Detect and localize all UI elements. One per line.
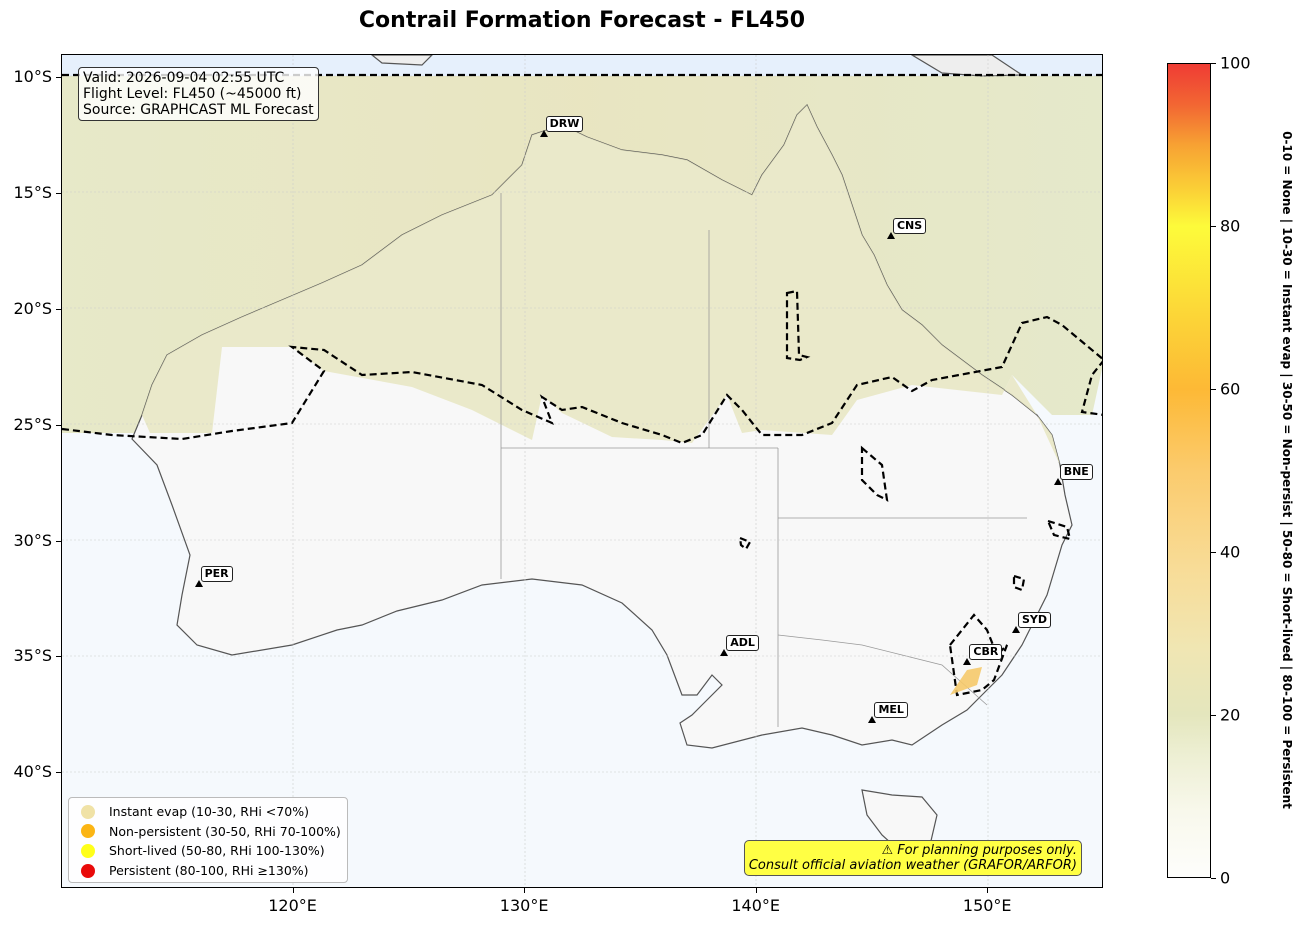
- city-marker-icon: [963, 658, 972, 666]
- legend-label: Non-persistent (30-50, RHi 70-100%): [109, 823, 341, 839]
- colorbar-tick-label: 60: [1220, 379, 1241, 399]
- colorbar-tick-mark: [1211, 715, 1216, 716]
- city-label-mel[interactable]: MEL: [874, 702, 908, 719]
- ocean-north: [62, 55, 1102, 76]
- data-source: Source: GRAPHCAST ML Forecast: [83, 102, 314, 118]
- colorbar-tick-mark: [1211, 226, 1216, 227]
- chart-title: Contrail Formation Forecast - FL450: [358, 8, 806, 33]
- city-marker-icon: [1012, 625, 1020, 633]
- colorbar-tick-mark: [1211, 389, 1216, 390]
- map-canvas: [62, 55, 1102, 887]
- city-marker-icon: [868, 716, 877, 724]
- city-marker-icon: [194, 579, 203, 587]
- city-label-cns[interactable]: CNS: [892, 218, 927, 235]
- forecast-hotspot: [950, 667, 982, 695]
- city-label-bne[interactable]: BNE: [1059, 463, 1093, 480]
- legend-item: Persistent (80-100, RHi ≥130%): [75, 861, 341, 881]
- disclaimer-line1: ⚠ For planning purposes only.: [881, 843, 1078, 858]
- disclaimer-line2: Consult official aviation weather (GRAFO…: [748, 858, 1077, 873]
- y-tick-mark: [56, 540, 61, 542]
- city-label-adl[interactable]: ADL: [726, 635, 759, 652]
- contour-lines: [62, 73, 1102, 697]
- colorbar-tick-label: 0: [1220, 868, 1231, 888]
- city-label-syd[interactable]: SYD: [1018, 611, 1052, 628]
- info-box: Valid: 2026-09-04 02:55 UTC Flight Level…: [78, 67, 319, 121]
- x-tick-label: 120°E: [268, 896, 317, 915]
- map-panel[interactable]: Valid: 2026-09-04 02:55 UTC Flight Level…: [61, 54, 1103, 888]
- legend-item: Short-lived (50-80, RHi 100-130%): [75, 841, 341, 861]
- y-tick-label: 25°S: [13, 414, 52, 434]
- gridlines: [62, 55, 1102, 887]
- x-tick-mark: [292, 888, 294, 893]
- y-tick-mark: [56, 308, 61, 310]
- city-marker-icon: [886, 232, 895, 240]
- legend-item: Instant evap (10-30, RHi <70%): [75, 802, 341, 822]
- colorbar-tick-mark: [1211, 63, 1216, 64]
- x-tick-label: 150°E: [962, 896, 1012, 915]
- y-tick-mark: [56, 656, 61, 658]
- colorbar-label: 0-10 = None | 10-30 = Instant evap | 30-…: [1280, 131, 1294, 809]
- legend: Instant evap (10-30, RHi <70%) Non-persis…: [68, 797, 348, 884]
- y-tick-mark: [56, 77, 61, 79]
- x-tick-mark: [524, 888, 526, 893]
- y-tick-label: 35°S: [13, 646, 52, 666]
- y-tick-mark: [56, 193, 61, 194]
- legend-dot-icon: [81, 863, 95, 878]
- legend-label: Instant evap (10-30, RHi <70%): [109, 804, 309, 820]
- colorbar: [1167, 63, 1211, 878]
- x-tick-label: 140°E: [731, 896, 780, 915]
- flight-level: Flight Level: FL450 (~45000 ft): [83, 86, 302, 102]
- legend-label: Short-lived (50-80, RHi 100-130%): [109, 843, 325, 859]
- x-tick-mark: [755, 888, 757, 893]
- valid-time: Valid: 2026-09-04 02:55 UTC: [83, 70, 285, 86]
- city-label-cbr[interactable]: CBR: [969, 644, 1003, 661]
- y-tick-label: 30°S: [13, 530, 52, 550]
- y-tick-label: 15°S: [13, 183, 52, 202]
- colorbar-tick-label: 40: [1220, 542, 1241, 562]
- colorbar-tick-mark: [1211, 878, 1216, 879]
- y-tick-label: 20°S: [13, 298, 52, 318]
- colorbar-tick-label: 100: [1220, 53, 1251, 73]
- city-marker-icon: [720, 649, 729, 657]
- y-tick-mark: [56, 424, 61, 426]
- legend-dot-icon: [81, 843, 95, 858]
- legend-label: Persistent (80-100, RHi ≥130%): [109, 863, 309, 879]
- y-tick-mark: [56, 772, 61, 774]
- legend-dot-icon: [81, 824, 95, 839]
- colorbar-tick-label: 20: [1220, 705, 1241, 725]
- city-marker-icon: [1053, 477, 1062, 485]
- legend-dot-icon: [81, 804, 95, 819]
- city-label-drw[interactable]: DRW: [545, 116, 584, 133]
- colorbar-tick-label: 80: [1220, 216, 1241, 236]
- legend-item: Non-persistent (30-50, RHi 70-100%): [75, 822, 341, 842]
- colorbar-tick-mark: [1211, 552, 1216, 553]
- city-marker-icon: [539, 130, 548, 138]
- y-tick-label: 10°S: [13, 67, 52, 87]
- disclaimer-note: ⚠ For planning purposes only. Consult of…: [743, 840, 1082, 876]
- state-borders: [500, 193, 1027, 727]
- x-tick-mark: [987, 888, 989, 893]
- city-label-per[interactable]: PER: [200, 565, 233, 582]
- y-tick-label: 40°S: [13, 762, 52, 782]
- x-tick-label: 130°E: [499, 896, 549, 915]
